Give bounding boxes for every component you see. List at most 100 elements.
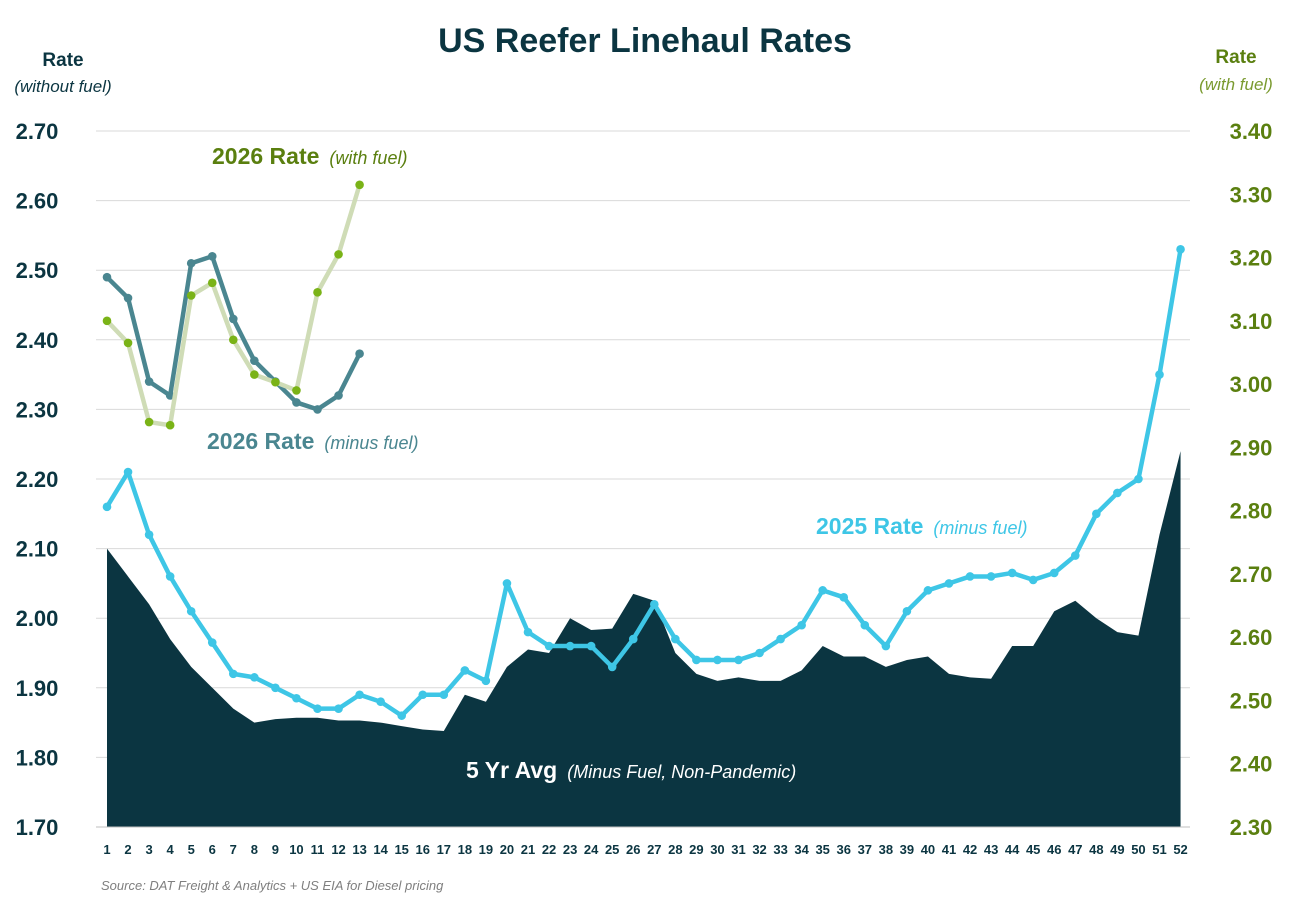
series-point-1 bbox=[692, 655, 701, 665]
series-point-3 bbox=[165, 420, 175, 430]
series-point-1 bbox=[355, 690, 364, 700]
x-tick-label: 45 bbox=[1026, 842, 1040, 857]
x-tick-label: 11 bbox=[311, 842, 325, 857]
series-point-1 bbox=[818, 586, 827, 595]
series-point-1 bbox=[1028, 575, 1038, 585]
label-2026-minus-fuel: 2026 Rate (minus fuel) bbox=[207, 428, 418, 454]
series-point-1 bbox=[1007, 568, 1017, 578]
series-point-2 bbox=[355, 349, 364, 359]
label-2025-bold: 2025 Rate bbox=[816, 513, 923, 539]
x-tick-label: 19 bbox=[479, 842, 493, 857]
x-tick-label: 40 bbox=[921, 842, 935, 857]
right-axis-subtitle: (with fuel) bbox=[1199, 75, 1273, 94]
x-tick-label: 52 bbox=[1173, 842, 1187, 857]
area-layer bbox=[107, 451, 1181, 827]
x-tick-label: 47 bbox=[1068, 842, 1082, 857]
x-tick-label: 22 bbox=[542, 842, 556, 857]
series-point-1 bbox=[502, 579, 512, 588]
source-note: Source: DAT Freight & Analytics + US EIA… bbox=[101, 878, 444, 893]
series-point-1 bbox=[965, 572, 975, 581]
series-point-3 bbox=[334, 250, 343, 259]
series-point-1 bbox=[1113, 488, 1122, 498]
series-point-3 bbox=[123, 338, 133, 348]
right-tick-label: 2.70 bbox=[1230, 562, 1273, 587]
label-5yr-avg-bold: 5 Yr Avg bbox=[466, 757, 557, 783]
x-tick-label: 42 bbox=[963, 842, 977, 857]
series-point-2 bbox=[102, 272, 112, 282]
series-point-1 bbox=[418, 690, 428, 700]
series-point-1 bbox=[1155, 370, 1164, 379]
x-tick-label: 35 bbox=[815, 842, 829, 857]
x-tick-label: 2 bbox=[124, 842, 131, 857]
x-tick-label: 12 bbox=[331, 842, 345, 857]
x-tick-label: 51 bbox=[1152, 842, 1166, 857]
x-tick-label: 7 bbox=[230, 842, 237, 857]
series-point-1 bbox=[481, 676, 491, 686]
series-point-1 bbox=[439, 690, 449, 700]
left-tick-label: 2.20 bbox=[16, 467, 59, 492]
series-point-1 bbox=[313, 704, 322, 713]
x-tick-label: 39 bbox=[900, 842, 914, 857]
x-tick-label: 27 bbox=[647, 842, 661, 857]
left-tick-label: 2.30 bbox=[16, 397, 59, 422]
series-point-1 bbox=[334, 704, 343, 713]
series-point-2 bbox=[144, 377, 154, 386]
series-point-1 bbox=[923, 586, 933, 595]
axis-layer: 1.70 1.80 1.90 2.00 2.10 2.20 2.30 2.40 2.50 2.60… bbox=[16, 119, 1273, 857]
series-point-2 bbox=[250, 356, 259, 365]
left-tick-label: 2.70 bbox=[16, 119, 59, 144]
x-tick-label: 26 bbox=[626, 842, 640, 857]
x-tick-label: 3 bbox=[145, 842, 152, 857]
right-tick-label: 2.40 bbox=[1230, 752, 1273, 777]
series-point-1 bbox=[607, 662, 617, 672]
x-tick-label: 17 bbox=[437, 842, 451, 857]
x-tick-label: 30 bbox=[710, 842, 724, 857]
x-tick-label: 9 bbox=[272, 842, 279, 857]
series-point-1 bbox=[523, 627, 533, 637]
series-point-1 bbox=[1176, 245, 1185, 254]
series-point-1 bbox=[1134, 474, 1143, 484]
series-point-1 bbox=[986, 572, 996, 581]
right-axis-title: Rate bbox=[1215, 47, 1256, 68]
series-point-3 bbox=[355, 180, 364, 190]
x-tick-label: 25 bbox=[605, 842, 619, 857]
series-point-2 bbox=[334, 391, 343, 400]
right-tick-label: 2.90 bbox=[1230, 435, 1273, 460]
right-tick-label: 2.80 bbox=[1230, 499, 1273, 524]
series-point-1 bbox=[734, 655, 743, 665]
right-tick-label: 3.30 bbox=[1230, 182, 1273, 207]
series-point-1 bbox=[397, 711, 407, 720]
series-point-1 bbox=[650, 599, 659, 609]
area-5yr-avg bbox=[107, 451, 1181, 827]
series-point-2 bbox=[207, 251, 217, 261]
series-point-3 bbox=[271, 377, 280, 387]
label-2025-italic: (minus fuel) bbox=[933, 518, 1027, 538]
x-tick-label: 29 bbox=[689, 842, 703, 857]
x-tick-label: 41 bbox=[942, 842, 956, 857]
series-point-1 bbox=[881, 641, 891, 651]
left-tick-label: 1.70 bbox=[16, 815, 59, 840]
series-point-2 bbox=[186, 258, 196, 268]
left-tick-label: 2.40 bbox=[16, 328, 59, 353]
x-tick-label: 6 bbox=[209, 842, 216, 857]
series-point-1 bbox=[229, 669, 238, 679]
x-tick-label: 13 bbox=[352, 842, 366, 857]
x-tick-label: 1 bbox=[103, 842, 110, 857]
x-tick-label: 24 bbox=[584, 842, 599, 857]
x-tick-label: 23 bbox=[563, 842, 577, 857]
x-tick-label: 10 bbox=[289, 842, 303, 857]
series-point-1 bbox=[839, 593, 849, 602]
label-2026-with-italic: (with fuel) bbox=[329, 148, 407, 168]
right-tick-label: 2.60 bbox=[1230, 625, 1273, 650]
series-point-3 bbox=[144, 417, 154, 427]
label-2026-minus-italic: (minus fuel) bbox=[324, 433, 418, 453]
series-point-1 bbox=[1092, 509, 1101, 519]
series-point-1 bbox=[755, 648, 764, 658]
right-tick-label: 3.20 bbox=[1230, 246, 1273, 271]
left-tick-label: 2.60 bbox=[16, 189, 59, 214]
line-layer bbox=[102, 180, 1185, 720]
x-tick-label: 48 bbox=[1089, 842, 1103, 857]
chart-title: US Reefer Linehaul Rates bbox=[438, 22, 852, 60]
left-tick-label: 2.50 bbox=[16, 258, 59, 283]
